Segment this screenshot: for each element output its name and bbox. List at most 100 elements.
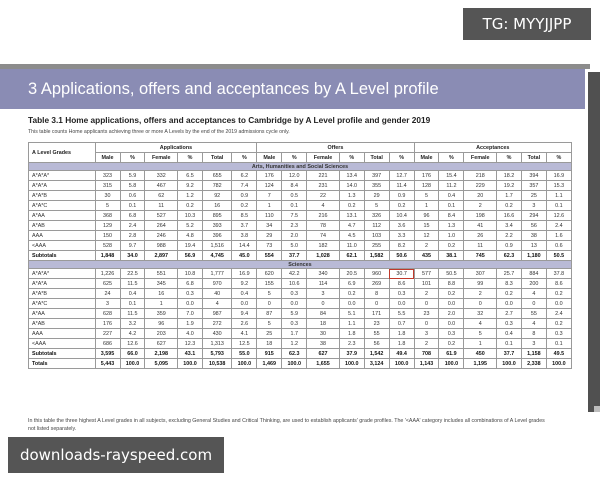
table-cell: 4.5	[338, 230, 365, 241]
table-cell: 6.8	[177, 278, 203, 289]
table-row: A*A*B 24 0.4 16 0.3 40 0.4 5 0.3 3 0.2 8 0.3 2 0.2 2 0.2…	[28, 288, 573, 299]
table-cell: 0	[463, 298, 498, 309]
table-cell: 627	[144, 338, 179, 349]
table-cell: 1,469	[256, 358, 283, 369]
table-cell: 527	[144, 210, 179, 221]
table-cell: 2,338	[520, 358, 547, 369]
table-cell: 11.4	[388, 180, 415, 191]
table-cell: 49.4	[388, 348, 415, 359]
grade-label: A*AB	[28, 220, 96, 231]
table-cell: 359	[144, 308, 179, 319]
table-cell: 1	[144, 298, 179, 309]
table-cell: 0.0	[281, 298, 308, 309]
footnote: In this table the three highest A Level …	[28, 418, 545, 432]
table-cell: 13	[520, 240, 547, 251]
table-cell: 0.2	[496, 288, 522, 299]
table-cell: 9.4	[231, 308, 258, 319]
section-band: Sciences	[28, 260, 572, 269]
table-cell: 3.8	[231, 230, 258, 241]
table-cell: 20	[463, 190, 498, 201]
table-cell: 1.8	[338, 328, 365, 339]
scrollbar-track[interactable]	[588, 72, 600, 412]
table-cell: 255	[363, 240, 390, 251]
table-cell: 41	[463, 220, 498, 231]
table-cell: 326	[363, 210, 390, 221]
header-subcol-row: Male% Female% Total% Male% Female% Total% Male…	[29, 152, 573, 163]
table-cell: 11.0	[338, 240, 365, 251]
table-cell: 5.9	[281, 308, 308, 319]
table-cell: 5.8	[119, 180, 146, 191]
table-cell: 357	[520, 180, 547, 191]
table-cell: 182	[306, 240, 340, 251]
table-cell: 4.7	[338, 220, 365, 231]
table-cell: 25.7	[496, 268, 522, 279]
a-level-table: A Level Grades Applications Offers Accep…	[28, 142, 573, 369]
table-cell: 627	[306, 348, 340, 359]
table-cell: 16.9	[231, 268, 258, 279]
table-cell: 960	[363, 268, 390, 279]
subcol-header: Female	[463, 152, 498, 163]
table-cell: 13.4	[338, 170, 365, 181]
offers-header: Offers	[256, 142, 415, 153]
table-cell: 176	[413, 170, 440, 181]
table-cell: 0.9	[496, 240, 522, 251]
subcol-header: Male	[94, 152, 121, 163]
table-cell: 655	[201, 170, 233, 181]
table-row: A*A*C 3 0.1 1 0.0 4 0.0 0 0.0 0 0.0 0 0.0 0 0.0 0 0.0 0 0.…	[28, 298, 573, 309]
table-cell: 745	[463, 250, 498, 261]
table-cell: 96	[413, 210, 440, 221]
table-cell: 7	[256, 190, 283, 201]
table-cell: 915	[256, 348, 283, 359]
table-cell: 0.2	[231, 200, 258, 211]
table-cell: 12.5	[231, 338, 258, 349]
table-cell: 99	[463, 278, 498, 289]
table-cell: 100.0	[388, 358, 415, 369]
table-cell: 23	[413, 308, 440, 319]
table-cell: 0.0	[545, 298, 573, 309]
table-cell: 2.4	[545, 220, 573, 231]
table-cell: 30	[94, 190, 121, 201]
table-cell: 50.5	[545, 250, 573, 261]
table-cell: 0.0	[438, 298, 465, 309]
table-cell: 11	[144, 200, 179, 211]
table-cell: 1	[256, 200, 283, 211]
table-cell: 686	[94, 338, 121, 349]
table-cell: 0.3	[388, 288, 415, 299]
table-cell: 14.0	[338, 180, 365, 191]
table-cell: 87	[256, 308, 283, 319]
table-cell: 0.0	[438, 318, 465, 329]
table-cell: 4	[520, 318, 547, 329]
table-cell: 26	[463, 230, 498, 241]
table-cell: 24	[94, 288, 121, 299]
grade-label: AAA	[28, 230, 96, 241]
table-cell: 16.9	[545, 170, 573, 181]
table-cell: 100.0	[438, 358, 465, 369]
table-cell: 15.4	[438, 170, 465, 181]
table-cell: 0	[520, 298, 547, 309]
table-cell: 1.8	[388, 338, 415, 349]
subcol-header: Male	[413, 152, 440, 163]
document-page: Table 3.1 Home applications, offers and …	[0, 109, 585, 432]
table-cell: 269	[363, 278, 390, 289]
section-band-label: Sciences	[28, 260, 572, 269]
table-cell: 2.4	[545, 308, 573, 319]
table-cell: 1,195	[463, 358, 498, 369]
table-cell: 0.1	[119, 200, 146, 211]
table-cell: 8	[363, 288, 390, 299]
subcol-header: %	[496, 152, 522, 163]
table-cell: 0.7	[388, 318, 415, 329]
table-cell: 16	[144, 288, 179, 299]
table-cell: 34.0	[119, 250, 146, 261]
table-cell: 272	[201, 318, 233, 329]
scrollbar-thumb[interactable]	[594, 406, 600, 412]
table-cell: 9.2	[231, 278, 258, 289]
subcol-header: Male	[256, 152, 283, 163]
subcol-header: %	[231, 152, 258, 163]
table-cell: 203	[144, 328, 179, 339]
acceptances-header: Acceptances	[413, 142, 573, 153]
table-cell: 14.4	[231, 240, 258, 251]
table-row: <AAA 528 9.7 988 19.4 1,516 14.4 73 5.0 182 11.0 25…	[28, 240, 573, 251]
table-cell: 171	[363, 308, 390, 319]
table-cell: 155	[256, 278, 283, 289]
table-cell: 22	[306, 190, 340, 201]
